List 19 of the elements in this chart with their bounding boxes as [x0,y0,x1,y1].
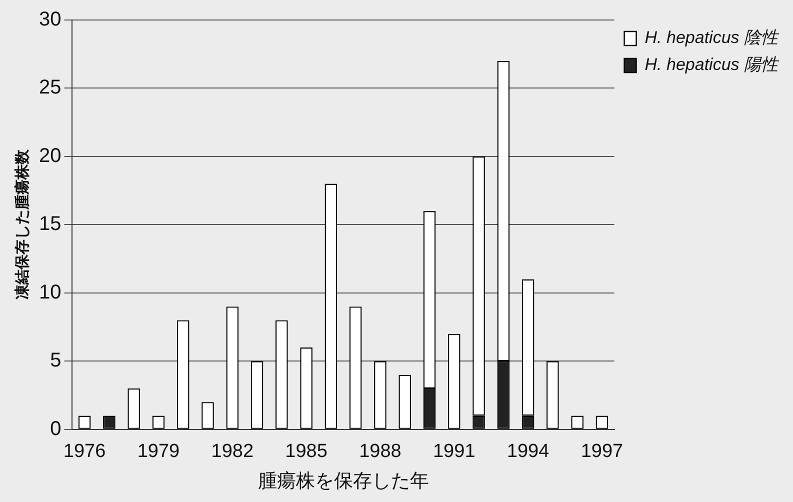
x-tick-label: 1979 [137,441,180,462]
y-tick-label: 15 [38,213,62,236]
y-tick-label: 30 [38,8,62,31]
y-tick-label: 25 [38,76,62,99]
x-tick-label: 1994 [506,441,550,462]
x-axis-title: 腫瘍株を保存した年 [258,470,429,492]
legend-label: H. hepaticus 陽性 [644,55,780,74]
x-tick-label: 1988 [359,441,402,462]
y-tick-label: 20 [38,144,62,167]
y-axis-title: 凍結保存した腫瘍株数 [13,148,32,300]
x-tick-label: 1982 [211,441,254,462]
y-tick-label: 0 [50,418,62,440]
x-tick-label: 1985 [285,441,328,462]
y-tick-label: 5 [50,350,62,372]
x-tick-label: 1976 [63,441,106,462]
y-tick-label: 10 [38,281,62,304]
x-tick-label: 1997 [580,441,624,462]
x-tick-label: 1991 [432,441,476,462]
legend-label: H. hepaticus 陰性 [644,28,780,48]
